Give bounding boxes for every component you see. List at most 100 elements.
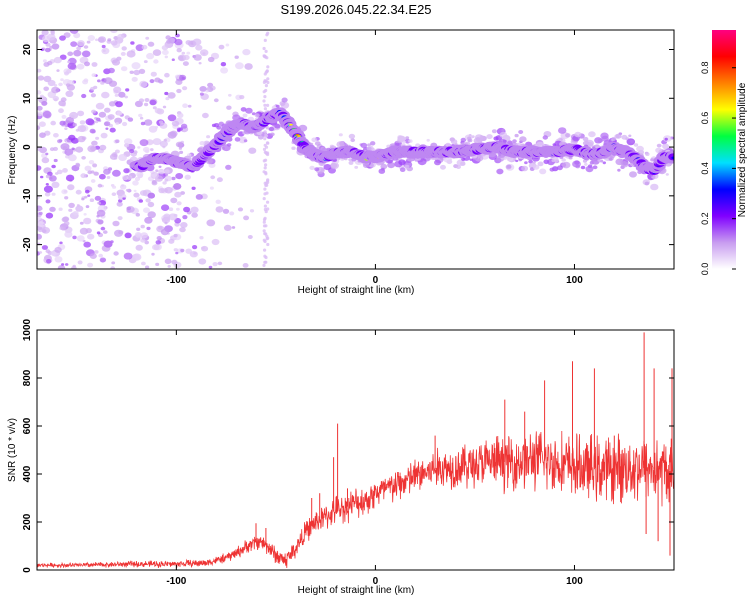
- spectrogram-point: [61, 114, 67, 119]
- spectrogram-point: [96, 117, 101, 122]
- spectrogram-point: [213, 98, 219, 103]
- spectrogram-point: [97, 219, 104, 225]
- spectrogram-point: [505, 164, 512, 170]
- spectrogram-ridge-point: [671, 156, 674, 160]
- spectrogram-point: [71, 266, 77, 269]
- spectrogram-point: [348, 160, 354, 165]
- spectrogram-point: [98, 200, 107, 206]
- spectrogram-point: [75, 205, 84, 212]
- spectrogram-point: [139, 116, 144, 120]
- spectrogram-point: [512, 139, 517, 144]
- spectrogram-point: [152, 49, 162, 56]
- spectrogram-point: [138, 113, 143, 118]
- spectrogram-point: [597, 159, 601, 162]
- spectrogram-point: [37, 90, 42, 95]
- spectrogram-point: [216, 177, 223, 183]
- spectrogram-point: [582, 136, 589, 142]
- spectrogram-point: [76, 204, 80, 207]
- spectrogram-point: [266, 77, 270, 81]
- spectrogram-point: [41, 157, 50, 164]
- spectrogram-point: [111, 59, 121, 66]
- spectrogram-point: [39, 132, 46, 138]
- spectrogram-point: [140, 232, 149, 239]
- spectrogram-point: [524, 161, 528, 165]
- spectrogram-point: [95, 38, 99, 42]
- spectrogram-point: [140, 121, 146, 126]
- spectrogram-point: [143, 60, 148, 64]
- spectrogram-point: [159, 120, 164, 124]
- spectrogram-point: [139, 190, 148, 196]
- spectrogram-point: [366, 145, 374, 152]
- spectrogram-point: [112, 185, 117, 189]
- spectrogram-point: [182, 86, 188, 91]
- spectrogram-point: [51, 181, 60, 188]
- spectrogram-point: [549, 167, 555, 172]
- spectrogram-point: [242, 113, 248, 118]
- spectrogram-point: [242, 263, 249, 268]
- spectrogram-point: [164, 169, 170, 174]
- spectrogram-point: [264, 210, 268, 214]
- spectrogram-point: [77, 40, 85, 47]
- spectrogram-point: [152, 106, 157, 110]
- spectrogram-point: [43, 86, 49, 92]
- spectrogram-point: [99, 144, 107, 151]
- spectrogram-point: [75, 189, 82, 195]
- spectrogram-point: [77, 125, 87, 133]
- spectrogram-point: [64, 196, 69, 200]
- spectrogram-point: [122, 121, 128, 127]
- spectrogram-point: [199, 141, 205, 146]
- spectrogram-point: [237, 207, 244, 212]
- spectrogram-point: [159, 122, 168, 129]
- spectrogram-point: [404, 164, 410, 169]
- spectrogram-point: [590, 131, 595, 135]
- spectrogram-point: [68, 202, 75, 208]
- spectrogram-point: [77, 110, 85, 117]
- spectrogram-point: [67, 184, 75, 191]
- spectrogram-point: [572, 160, 581, 168]
- spectrogram-point: [164, 91, 169, 96]
- spectrogram-point: [59, 35, 66, 41]
- spectrogram-x-tick-label: 0: [373, 275, 379, 286]
- spectrogram-point: [109, 127, 116, 133]
- spectrogram-point: [37, 165, 42, 171]
- spectrogram-point: [85, 205, 90, 209]
- spectrogram-point: [209, 186, 214, 190]
- spectrogram-point: [281, 97, 288, 103]
- spectrogram-point: [155, 169, 159, 172]
- spectrogram-point: [90, 170, 95, 174]
- spectrogram-point: [198, 62, 202, 65]
- spectrogram-point: [64, 148, 74, 156]
- spectrogram-point: [124, 95, 128, 99]
- spectrogram-point: [129, 70, 134, 75]
- spectrogram-point: [338, 133, 343, 137]
- spectrogram-point: [81, 156, 86, 160]
- spectrogram-point: [42, 59, 47, 63]
- spectrogram-point: [491, 129, 497, 134]
- spectrogram-point: [244, 63, 253, 70]
- spectrogram-point: [645, 152, 650, 156]
- spectrogram-point: [124, 143, 130, 148]
- spectrogram-point: [70, 115, 75, 119]
- spectrogram-point: [164, 178, 169, 182]
- spectrogram-point: [63, 32, 71, 38]
- spectrogram-point: [266, 242, 270, 247]
- spectrogram-point: [82, 79, 89, 85]
- spectrogram-point: [49, 45, 53, 49]
- spectrogram-point: [76, 46, 81, 51]
- spectrogram-point: [167, 114, 177, 122]
- spectrogram-point: [38, 211, 43, 215]
- spectrogram-point: [145, 265, 150, 269]
- spectrogram-point: [65, 263, 69, 266]
- spectrogram-point: [72, 122, 78, 127]
- spectrogram-point: [348, 133, 356, 139]
- spectrogram-point: [81, 50, 91, 58]
- spectrogram-point: [45, 183, 49, 186]
- spectrogram-point: [158, 168, 165, 175]
- spectrogram-point: [57, 139, 62, 144]
- chart-title: S199.2026.045.22.34.E25: [280, 2, 431, 17]
- spectrogram-point: [262, 238, 266, 242]
- spectrogram-point: [57, 265, 66, 269]
- spectrogram-point: [135, 244, 143, 251]
- snr-y-tick-label: 200: [22, 513, 33, 530]
- spectrogram-point: [97, 201, 101, 205]
